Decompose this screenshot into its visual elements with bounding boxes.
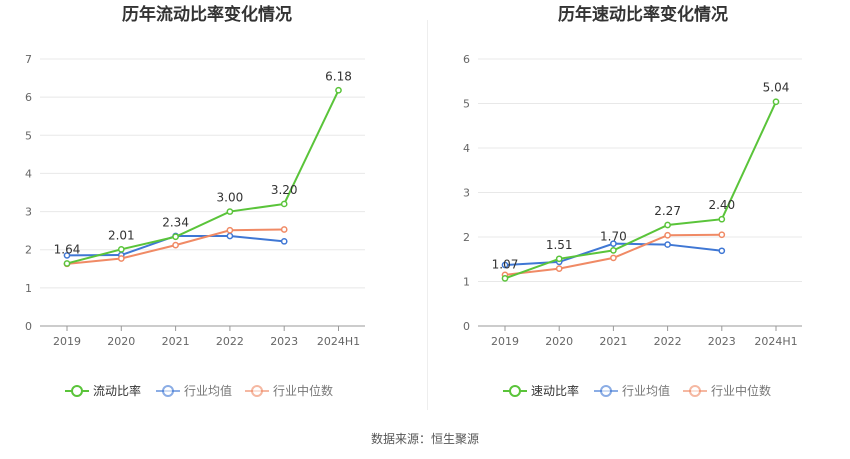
legend-item: 行业均值 — [594, 383, 670, 398]
y-tick-label: 2 — [25, 244, 32, 257]
legend-marker — [689, 385, 701, 397]
data-label: 2.34 — [162, 216, 189, 230]
x-tick-label: 2024H1 — [754, 335, 797, 348]
series-point — [172, 241, 179, 249]
chart-2: 历年速动比率变化情况 0 1 2 3 4 5 6 2019 2020 2021 2022 2023 202… — [463, 4, 802, 398]
series-point — [772, 98, 780, 106]
series-point — [280, 226, 288, 233]
legend-item: 行业均值 — [156, 383, 232, 398]
y-tick-label: 4 — [463, 142, 470, 155]
series-point — [664, 241, 671, 248]
data-label: 2.27 — [654, 204, 681, 218]
x-tick-label: 2019 — [491, 335, 519, 348]
y-tick-label: 5 — [463, 98, 470, 111]
series-point — [226, 208, 234, 215]
chart-divider — [427, 20, 428, 410]
legend-item: 流动比率 — [65, 383, 141, 398]
series-point — [664, 221, 671, 229]
y-tick-label: 6 — [463, 53, 470, 66]
legend-label: 行业均值 — [184, 383, 232, 398]
series-point — [718, 215, 726, 223]
data-label: 1.70 — [600, 229, 627, 243]
series-point — [117, 245, 125, 253]
legend-marker — [509, 385, 521, 397]
y-tick-label: 0 — [463, 320, 470, 333]
x-tick-label: 2024H1 — [317, 335, 360, 348]
series-point — [63, 252, 71, 259]
series-point — [117, 255, 125, 262]
x-tick-label: 2022 — [216, 335, 244, 348]
data-label: 3.20 — [271, 183, 298, 197]
series-point — [555, 265, 563, 272]
y-tick-label: 0 — [25, 320, 32, 333]
data-label: 2.01 — [108, 228, 135, 242]
series-point — [718, 231, 726, 239]
series-point — [172, 233, 179, 241]
x-tick-label: 2023 — [270, 335, 298, 348]
series-point — [555, 255, 563, 263]
chart-title: 历年速动比率变化情况 — [558, 4, 728, 25]
x-tick-label: 2022 — [654, 335, 682, 348]
data-label: 3.00 — [217, 191, 244, 205]
x-tick-label: 2020 — [545, 335, 573, 348]
y-tick-label: 7 — [25, 53, 32, 66]
legend-label: 流动比率 — [93, 383, 141, 398]
data-label: 1.51 — [546, 238, 573, 252]
legend-label: 行业中位数 — [273, 383, 333, 398]
series-point — [63, 260, 71, 267]
legend-item: 行业中位数 — [683, 383, 771, 398]
y-tick-label: 6 — [25, 91, 32, 104]
y-tick-label: 5 — [25, 129, 32, 142]
data-label: 1.64 — [54, 242, 81, 256]
source-note: 数据来源：恒生聚源 — [370, 432, 479, 446]
legend-marker — [600, 385, 612, 397]
series-point — [335, 86, 342, 94]
series-point — [226, 226, 234, 234]
series-point — [610, 247, 617, 254]
series-point — [610, 240, 617, 248]
x-tick-label: 2023 — [708, 335, 736, 348]
x-tick-label: 2020 — [107, 335, 135, 348]
legend-label: 速动比率 — [531, 383, 579, 398]
legend-label: 行业中位数 — [711, 383, 771, 398]
chart-1: 历年流动比率变化情况 0 1 2 3 4 5 6 7 2019 2020 2021 2022 2023 20… — [25, 4, 365, 398]
series-line — [504, 101, 777, 280]
data-label: 6.18 — [325, 69, 352, 83]
legend-marker — [71, 385, 83, 397]
y-tick-label: 2 — [463, 231, 470, 244]
data-label: 5.04 — [763, 81, 790, 95]
x-tick-label: 2021 — [162, 335, 190, 348]
series-point — [718, 247, 726, 255]
series-point — [226, 232, 234, 240]
x-tick-label: 2021 — [599, 335, 627, 348]
series-point — [280, 237, 288, 245]
y-tick-label: 4 — [25, 167, 32, 180]
legend-item: 速动比率 — [503, 383, 579, 398]
x-tick-label: 2019 — [53, 335, 81, 348]
legend-marker — [162, 385, 174, 397]
legend-item: 行业中位数 — [245, 383, 333, 398]
y-tick-label: 1 — [463, 276, 470, 289]
series-point — [664, 231, 671, 239]
legend-marker — [251, 385, 263, 397]
series-point — [501, 275, 509, 282]
series-point — [610, 254, 617, 262]
series-line — [66, 89, 340, 265]
data-label: 2.40 — [708, 198, 735, 212]
series-point — [280, 200, 288, 208]
y-tick-label: 3 — [463, 187, 470, 200]
series-point — [501, 261, 509, 269]
y-tick-label: 3 — [25, 206, 32, 219]
data-label: 1.07 — [492, 257, 519, 271]
y-tick-label: 1 — [25, 282, 32, 295]
legend-label: 行业均值 — [622, 383, 670, 398]
chart-title: 历年流动比率变化情况 — [122, 4, 292, 25]
